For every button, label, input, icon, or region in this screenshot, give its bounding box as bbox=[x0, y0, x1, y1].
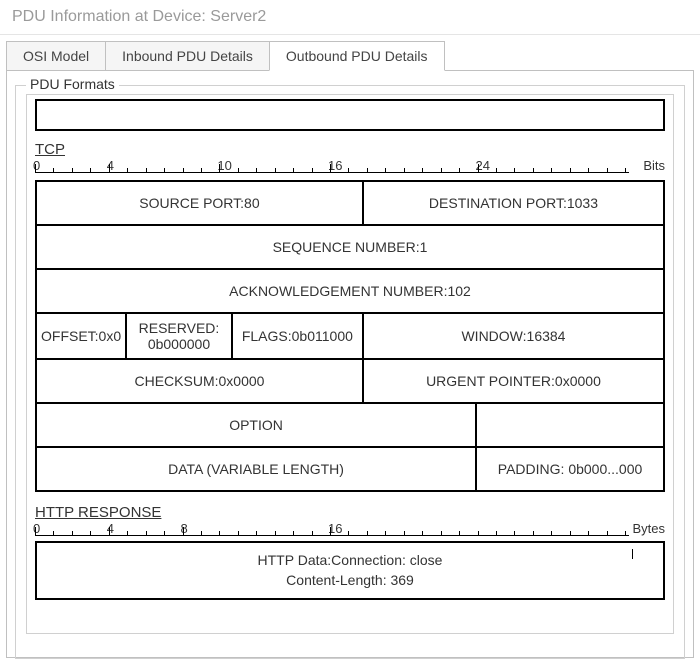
tcp-header-table: SOURCE PORT:80 DESTINATION PORT:1033 SEQ… bbox=[35, 180, 665, 492]
tab-bar: OSI Model Inbound PDU Details Outbound P… bbox=[0, 35, 700, 71]
scroll-area[interactable]: TCP Bits 04101624 SOURCE PORT:80 DESTINA… bbox=[26, 94, 674, 634]
pdu-formats-fieldset: PDU Formats TCP Bits 04101624 SOURCE POR… bbox=[15, 85, 685, 659]
tcp-dest-port: DESTINATION PORT:1033 bbox=[363, 181, 664, 225]
tcp-flags: FLAGS:0b011000 bbox=[232, 313, 363, 359]
tcp-urgent: URGENT POINTER:0x0000 bbox=[363, 359, 664, 403]
tcp-seq-num: SEQUENCE NUMBER:1 bbox=[36, 225, 664, 269]
tcp-window: WINDOW:16384 bbox=[363, 313, 664, 359]
http-ruler-unit: Bytes bbox=[632, 521, 665, 536]
tcp-offset: OFFSET:0x0 bbox=[36, 313, 126, 359]
http-data-box: HTTP Data:Connection: close Content-Leng… bbox=[35, 541, 665, 600]
tcp-reserved: RESERVED: 0b000000 bbox=[126, 313, 232, 359]
tcp-ruler-unit: Bits bbox=[643, 158, 665, 173]
tcp-padding: PADDING: 0b000...000 bbox=[476, 447, 664, 491]
tcp-option: OPTION bbox=[36, 403, 476, 447]
window-title: PDU Information at Device: Server2 bbox=[0, 0, 700, 35]
section-title: PDU Formats bbox=[26, 76, 119, 92]
tcp-ack-num: ACKNOWLEDGEMENT NUMBER:102 bbox=[36, 269, 664, 313]
http-label: HTTP RESPONSE bbox=[35, 504, 665, 521]
http-data-line1: HTTP Data:Connection: close bbox=[47, 551, 653, 571]
tcp-checksum: CHECKSUM:0x0000 bbox=[36, 359, 363, 403]
http-ruler: Bytes 04816 bbox=[35, 523, 665, 541]
tab-outbound-pdu[interactable]: Outbound PDU Details bbox=[269, 41, 445, 71]
tab-inbound-pdu[interactable]: Inbound PDU Details bbox=[105, 41, 270, 71]
http-data-line2: Content-Length: 369 bbox=[47, 571, 653, 591]
tcp-source-port: SOURCE PORT:80 bbox=[36, 181, 363, 225]
tcp-ruler: Bits 04101624 bbox=[35, 160, 665, 178]
tcp-data: DATA (VARIABLE LENGTH) bbox=[36, 447, 476, 491]
tcp-label: TCP bbox=[35, 141, 665, 158]
tab-osi-model[interactable]: OSI Model bbox=[6, 41, 106, 71]
tab-panel: PDU Formats TCP Bits 04101624 SOURCE POR… bbox=[6, 70, 694, 658]
upper-layer-box bbox=[35, 99, 665, 131]
